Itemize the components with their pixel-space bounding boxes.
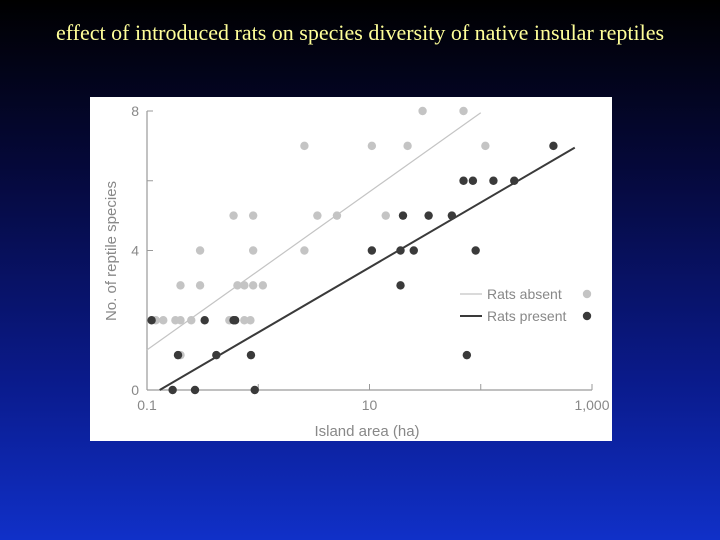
- point-rats-absent: [313, 211, 322, 220]
- point-rats-present: [367, 246, 377, 255]
- point-rats-present: [424, 211, 433, 220]
- point-rats-present: [147, 316, 156, 325]
- point-rats-present: [168, 385, 177, 395]
- point-rats-present: [250, 385, 259, 395]
- point-rats-present: [396, 281, 405, 290]
- point-rats-absent: [481, 141, 490, 151]
- point-rats-absent: [300, 141, 309, 151]
- point-rats-absent: [459, 106, 468, 116]
- point-rats-present: [398, 211, 408, 220]
- point-rats-present: [396, 246, 405, 255]
- point-rats-absent: [381, 211, 390, 220]
- point-rats-absent: [195, 246, 205, 255]
- point-rats-absent: [248, 211, 258, 220]
- point-rats-absent: [246, 316, 255, 325]
- point-rats-present: [489, 176, 498, 185]
- legend-swatch-dot: [582, 311, 592, 321]
- tick-labels: 0 4 8 0.1 10 1,000: [131, 103, 610, 413]
- point-rats-absent: [248, 246, 258, 255]
- fit-line-rats-present: [159, 146, 576, 391]
- x-tick-label: 0.1: [137, 397, 157, 413]
- slide-title: effect of introduced rats on species div…: [55, 20, 665, 45]
- scatter-chart: 0 4 8 0.1 10 1,000 Island area (ha) No. of re…: [103, 103, 610, 440]
- point-rats-present: [200, 316, 209, 325]
- point-rats-present: [468, 176, 478, 185]
- point-rats-present: [459, 176, 468, 185]
- x-tick-label: 10: [362, 397, 378, 413]
- point-rats-present: [471, 246, 480, 255]
- regression-lines: [146, 112, 576, 391]
- data-points: [147, 106, 558, 395]
- point-rats-absent: [159, 316, 168, 325]
- axes-frame: [146, 110, 593, 391]
- x-axis-label: Island area (ha): [314, 423, 419, 440]
- legend-label: Rats present: [487, 308, 566, 324]
- point-rats-absent: [176, 281, 185, 290]
- point-rats-present: [409, 246, 418, 255]
- point-rats-present: [246, 350, 256, 360]
- legend: Rats absent Rats present: [460, 286, 592, 324]
- point-rats-absent: [240, 281, 249, 290]
- x-tick-label: 1,000: [574, 397, 609, 413]
- point-rats-present: [212, 350, 221, 360]
- point-rats-absent: [233, 281, 242, 290]
- point-rats-present: [190, 385, 200, 395]
- fit-line-rats-absent: [146, 112, 482, 351]
- point-rats-present: [447, 211, 457, 220]
- point-rats-absent: [187, 316, 196, 325]
- y-tick-label: 8: [131, 103, 139, 119]
- point-rats-present: [549, 141, 558, 151]
- point-rats-absent: [240, 316, 249, 325]
- y-axis-label: No. of reptile species: [103, 181, 120, 321]
- chart-figure: 0 4 8 0.1 10 1,000 Island area (ha) No. of re…: [90, 97, 612, 441]
- point-rats-absent: [248, 281, 258, 290]
- y-tick-label: 0: [131, 382, 139, 398]
- point-rats-present: [173, 350, 183, 360]
- point-rats-present: [510, 176, 519, 185]
- point-rats-absent: [367, 141, 377, 151]
- point-rats-present: [230, 316, 240, 325]
- point-rats-absent: [300, 246, 309, 255]
- point-rats-absent: [332, 211, 342, 220]
- point-rats-absent: [418, 106, 427, 116]
- point-rats-absent: [403, 141, 412, 151]
- point-rats-absent: [229, 211, 238, 220]
- point-rats-absent: [258, 281, 268, 290]
- point-rats-absent: [176, 316, 185, 325]
- point-rats-absent: [195, 281, 205, 290]
- y-tick-label: 4: [131, 243, 139, 259]
- legend-swatch-dot: [582, 289, 592, 299]
- legend-label: Rats absent: [487, 286, 562, 302]
- point-rats-present: [462, 350, 472, 360]
